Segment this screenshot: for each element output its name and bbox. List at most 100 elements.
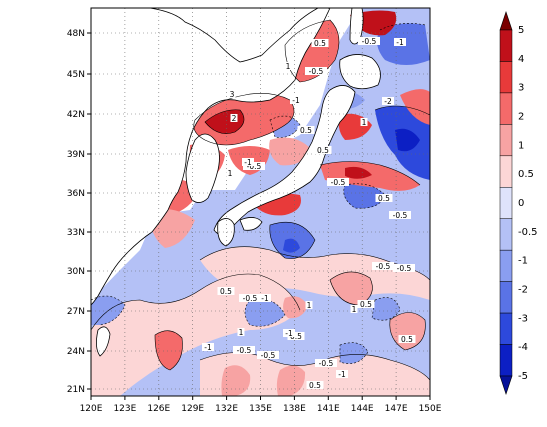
land-taiwan xyxy=(96,326,111,357)
contour-label: 1 xyxy=(352,305,357,314)
contour-label-bg xyxy=(284,62,292,70)
contour-label-bg xyxy=(350,305,358,313)
contour-label: -1 xyxy=(261,294,269,303)
contour-label-bg xyxy=(382,97,394,105)
land-kyushu xyxy=(217,218,235,247)
contour-label: -0.5 xyxy=(261,351,276,360)
colorbar-segment xyxy=(499,92,513,125)
longitude-axis: 120E 123E 126E 129E 132E 135E 138E 141E 144E 147E… xyxy=(80,396,442,414)
contour-label: 0.5 xyxy=(220,287,232,296)
contour-label: 0.5 xyxy=(309,381,321,390)
anomaly-pos xyxy=(155,330,183,370)
contour-label: -1 xyxy=(396,38,404,47)
contour-label-bg xyxy=(226,169,234,177)
contour-label: 0.5 xyxy=(314,39,326,48)
colorbar-label: -5 xyxy=(518,371,528,382)
contour-label-bg xyxy=(314,146,332,154)
colorbar-segment xyxy=(499,155,513,188)
anomaly-light-pos xyxy=(200,352,430,396)
lon-tick-label: 132E xyxy=(215,404,238,414)
contour-label: -2 xyxy=(384,97,392,106)
map-field xyxy=(91,8,430,396)
contour-label-bg xyxy=(257,351,279,359)
contour-label: -1 xyxy=(244,158,252,167)
colorbar-segment xyxy=(499,187,513,219)
colorbar-bottom-arrow xyxy=(499,375,513,395)
colorbar-label: 0.5 xyxy=(518,169,534,180)
colorbar-segment xyxy=(499,124,513,157)
land-korea xyxy=(185,133,220,203)
anomaly-pos-sea xyxy=(269,137,312,166)
contour-label-bg xyxy=(327,178,349,186)
lon-tick-label: 144E xyxy=(351,404,374,414)
anomaly-pos xyxy=(221,365,251,396)
colorbar-segment xyxy=(499,29,513,62)
contour-label: -0.5 xyxy=(393,211,408,220)
contour-label-bg xyxy=(315,359,337,367)
contour-label: -0.5 xyxy=(319,359,334,368)
contour-label-bg xyxy=(287,332,305,340)
contour-label: -0.5 xyxy=(331,178,346,187)
contour-label: 0.5 xyxy=(360,300,372,309)
lat-tick-label: 24N xyxy=(67,347,85,357)
lat-tick-label: 30N xyxy=(67,267,85,277)
contour-label: -1 xyxy=(204,343,212,352)
anomaly-pos-sea xyxy=(400,89,430,125)
colorbar-segment xyxy=(499,312,513,345)
lon-tick-label: 150E xyxy=(419,404,442,414)
contour-label: 0.5 xyxy=(290,332,302,341)
lat-tick-label: 33N xyxy=(67,228,85,238)
colorbar-label: -2 xyxy=(518,285,528,296)
contour-label-bg xyxy=(242,158,254,166)
colorbar-label: 3 xyxy=(518,83,524,94)
colorbar-label: 4 xyxy=(518,54,524,65)
contour-label-bg xyxy=(393,264,415,272)
colorbar-segment xyxy=(499,344,513,377)
contour-label-bg xyxy=(202,343,214,351)
anomaly-pos xyxy=(276,365,306,396)
contour-label-bg xyxy=(290,96,302,104)
contour-label: -1 xyxy=(285,329,293,338)
land-sakhalin xyxy=(349,8,364,45)
contour-label-bg xyxy=(398,335,416,343)
contour-label: -0.5 xyxy=(309,67,324,76)
colorbar: 5 4 3 2 1 0.5 0 -0.5 -1 -2 -3 -4 -5 xyxy=(499,11,538,395)
colorbar-label: 2 xyxy=(518,112,524,123)
contour-label: 0.5 xyxy=(378,194,390,203)
anomaly-neg xyxy=(340,342,368,364)
anomaly-pos-sea xyxy=(345,166,372,179)
contour-label-bg xyxy=(228,90,236,98)
contour-label-bg xyxy=(389,211,411,219)
contour-label-bg xyxy=(305,67,327,75)
colorbar-segment xyxy=(499,281,513,314)
land-hokkaido xyxy=(339,54,381,90)
contour-label: -0.5 xyxy=(397,264,412,273)
contour-label-bg xyxy=(358,37,380,45)
colorbar-segment xyxy=(499,249,513,282)
contour-label: 0.5 xyxy=(401,335,413,344)
contour-label-bg xyxy=(233,346,255,354)
lon-tick-label: 147E xyxy=(385,404,408,414)
contour-label: 2 xyxy=(232,114,237,123)
lon-tick-label: 123E xyxy=(113,404,136,414)
anomaly-neg xyxy=(372,297,400,321)
contour-label-bg xyxy=(357,300,375,308)
colorbar-segment xyxy=(499,61,513,94)
contour-label-bg xyxy=(336,370,348,378)
land-asia xyxy=(91,8,331,306)
contour-label: -0.5 xyxy=(362,37,377,46)
contour-label-bg xyxy=(239,294,261,302)
anomaly-neg xyxy=(283,238,300,253)
contour-label-bg xyxy=(375,194,393,202)
contour-label-bg xyxy=(217,287,235,295)
lat-tick-label: 42N xyxy=(67,110,85,120)
lat-tick-label: 45N xyxy=(67,70,85,80)
lon-tick-label: 138E xyxy=(283,404,306,414)
contour-label-bg xyxy=(360,118,368,126)
contour-label-bg xyxy=(306,381,324,389)
contour-label-bg xyxy=(297,126,315,134)
contour-label: 0.5 xyxy=(300,126,312,135)
contour-label: 1 xyxy=(286,62,291,71)
